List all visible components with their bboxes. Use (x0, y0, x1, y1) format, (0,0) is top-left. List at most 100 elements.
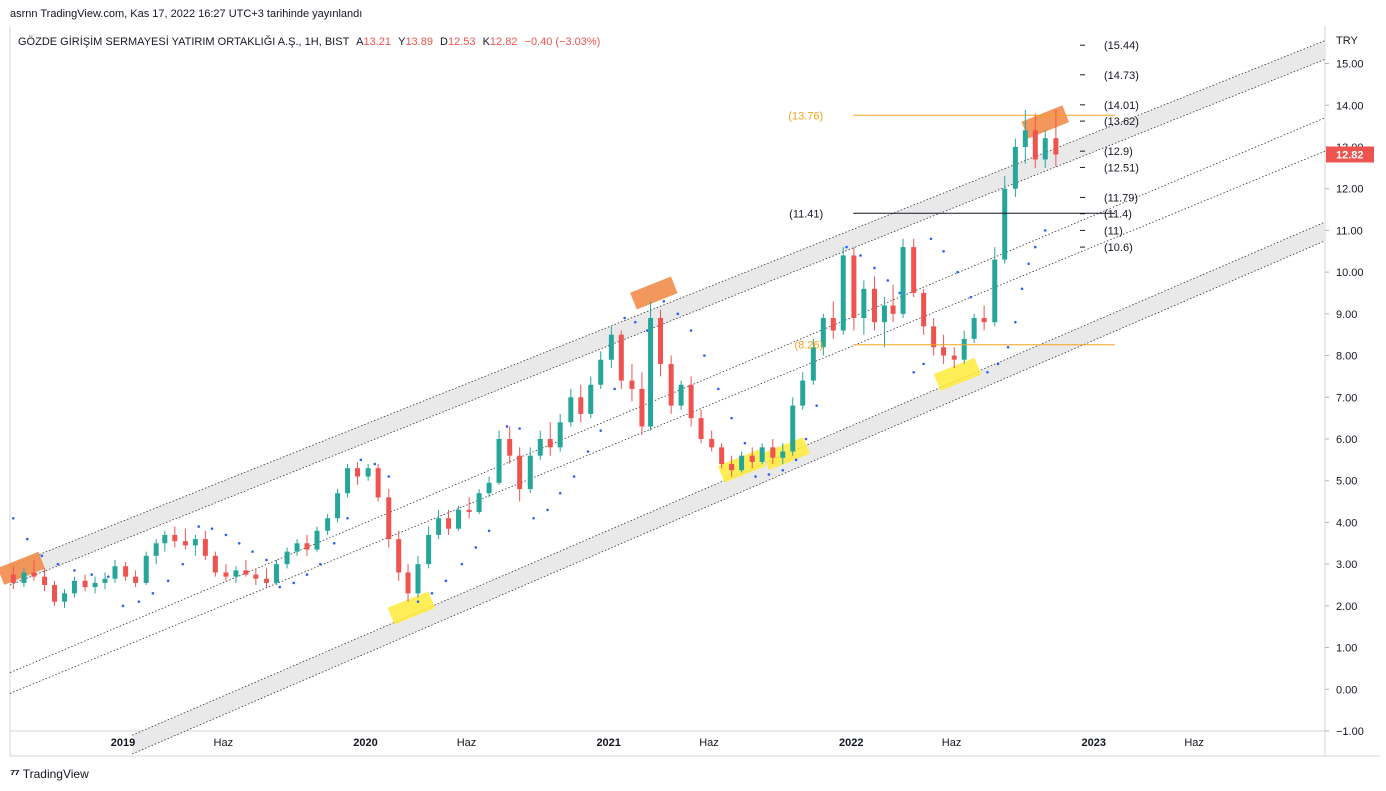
candle-body (82, 580, 88, 588)
candle-body (153, 543, 159, 556)
candle-body (1032, 130, 1038, 160)
candle-body (568, 397, 574, 423)
footer-brand: TradingView (22, 766, 89, 781)
candle-body (800, 380, 806, 406)
sar-dot (717, 387, 720, 391)
candle-body (202, 539, 208, 556)
sar-dot (518, 427, 521, 430)
candle-body (971, 318, 977, 339)
channel-lines (9, 40, 1326, 755)
sar-dot (1014, 320, 1017, 324)
candle-body (931, 326, 937, 348)
sar-dot (703, 354, 706, 357)
candle-body (243, 570, 249, 575)
candle-body (810, 347, 816, 381)
sar-dot (781, 468, 785, 472)
high-value: 13.89 (405, 36, 433, 48)
last-price-text: 12.82 (1336, 149, 1364, 161)
sar-dot (137, 600, 141, 603)
upper-band-top (9, 40, 1326, 567)
sar-dot (922, 362, 925, 366)
candle-body (921, 292, 927, 327)
candle-body (830, 318, 836, 331)
open-label: A (356, 36, 364, 48)
candle-body (212, 555, 218, 573)
sar-dot (292, 581, 296, 585)
footer: ⁷⁷ TradingView (10, 766, 89, 781)
candle-body (284, 551, 290, 565)
mid-line-2 (9, 150, 1326, 694)
sar-dot (444, 579, 448, 583)
candle-body (92, 582, 98, 588)
sar-dot (278, 585, 282, 589)
x-tick-label: Haz (214, 737, 234, 749)
sar-dot (969, 295, 973, 299)
y-tick-label: −1.00 (1336, 726, 1364, 738)
parabolic-sar (12, 229, 1047, 608)
candle-body (415, 564, 421, 594)
candle-body (507, 438, 513, 456)
x-tick-label: Haz (457, 737, 477, 749)
sar-dot (815, 404, 818, 407)
sar-dot (558, 491, 562, 495)
sar-dot (505, 425, 509, 428)
low-label: D (440, 36, 448, 48)
sar-dot (676, 312, 680, 316)
sar-dot (586, 450, 590, 453)
candle-body (1002, 188, 1008, 260)
candle-body (375, 468, 381, 498)
y-tick-label: 1.00 (1336, 643, 1357, 655)
sar-dot (1043, 229, 1047, 232)
sar-dot (107, 575, 110, 578)
candle-body (951, 355, 957, 360)
sar-dot (251, 550, 254, 553)
sar-dot (197, 525, 201, 528)
y-tick-label: 3.00 (1336, 559, 1357, 571)
x-tick-label: 2022 (839, 737, 863, 749)
candle-body (365, 468, 371, 477)
change-value: −0.40 (−3.03%) (524, 36, 601, 48)
close-value: 12.82 (489, 36, 518, 48)
fib-label: (10.6) (1104, 242, 1133, 254)
candle-body (759, 447, 765, 462)
sar-dot (25, 537, 29, 541)
candle-body (557, 422, 563, 448)
candle-body (405, 572, 411, 594)
x-tick-label: 2021 (596, 737, 620, 749)
sar-dot (956, 270, 959, 274)
sar-dot (73, 569, 76, 572)
sar-dot (613, 387, 616, 391)
sar-dot (1006, 345, 1010, 349)
hline-label: (13.76) (788, 110, 823, 122)
sar-dot (359, 458, 363, 462)
candle-body (294, 543, 300, 552)
sar-dot (332, 541, 336, 545)
sar-dot (121, 604, 125, 608)
y-tick-label: 8.00 (1336, 351, 1357, 363)
candle-body (172, 534, 178, 542)
fib-label: (11.79) (1104, 192, 1138, 204)
candle-body (729, 464, 735, 471)
y-tick-label: 2.00 (1336, 601, 1357, 613)
candle-body (698, 418, 704, 439)
candle-body (456, 509, 462, 529)
candle-body (182, 541, 188, 546)
candle-body (1053, 138, 1059, 155)
candle-body (911, 247, 917, 293)
candle-body (608, 334, 614, 360)
candle-body (10, 574, 16, 583)
fib-label: (15.44) (1104, 40, 1139, 52)
symbol-name: GÖZDE GİRİŞİM SERMAYESİ YATIRIM ORTAKLIĞ… (18, 36, 350, 48)
candle-body (304, 543, 310, 550)
candle-body (325, 518, 331, 531)
candle-body (900, 247, 906, 314)
candle-body (1012, 146, 1018, 189)
candle-body (981, 318, 987, 323)
x-tick-label: 2023 (1082, 737, 1106, 749)
x-tick-label: 2019 (111, 737, 135, 749)
candle-body (273, 564, 279, 583)
candle-body (517, 455, 523, 490)
candle-body (386, 497, 392, 540)
sar-dot (898, 291, 902, 295)
